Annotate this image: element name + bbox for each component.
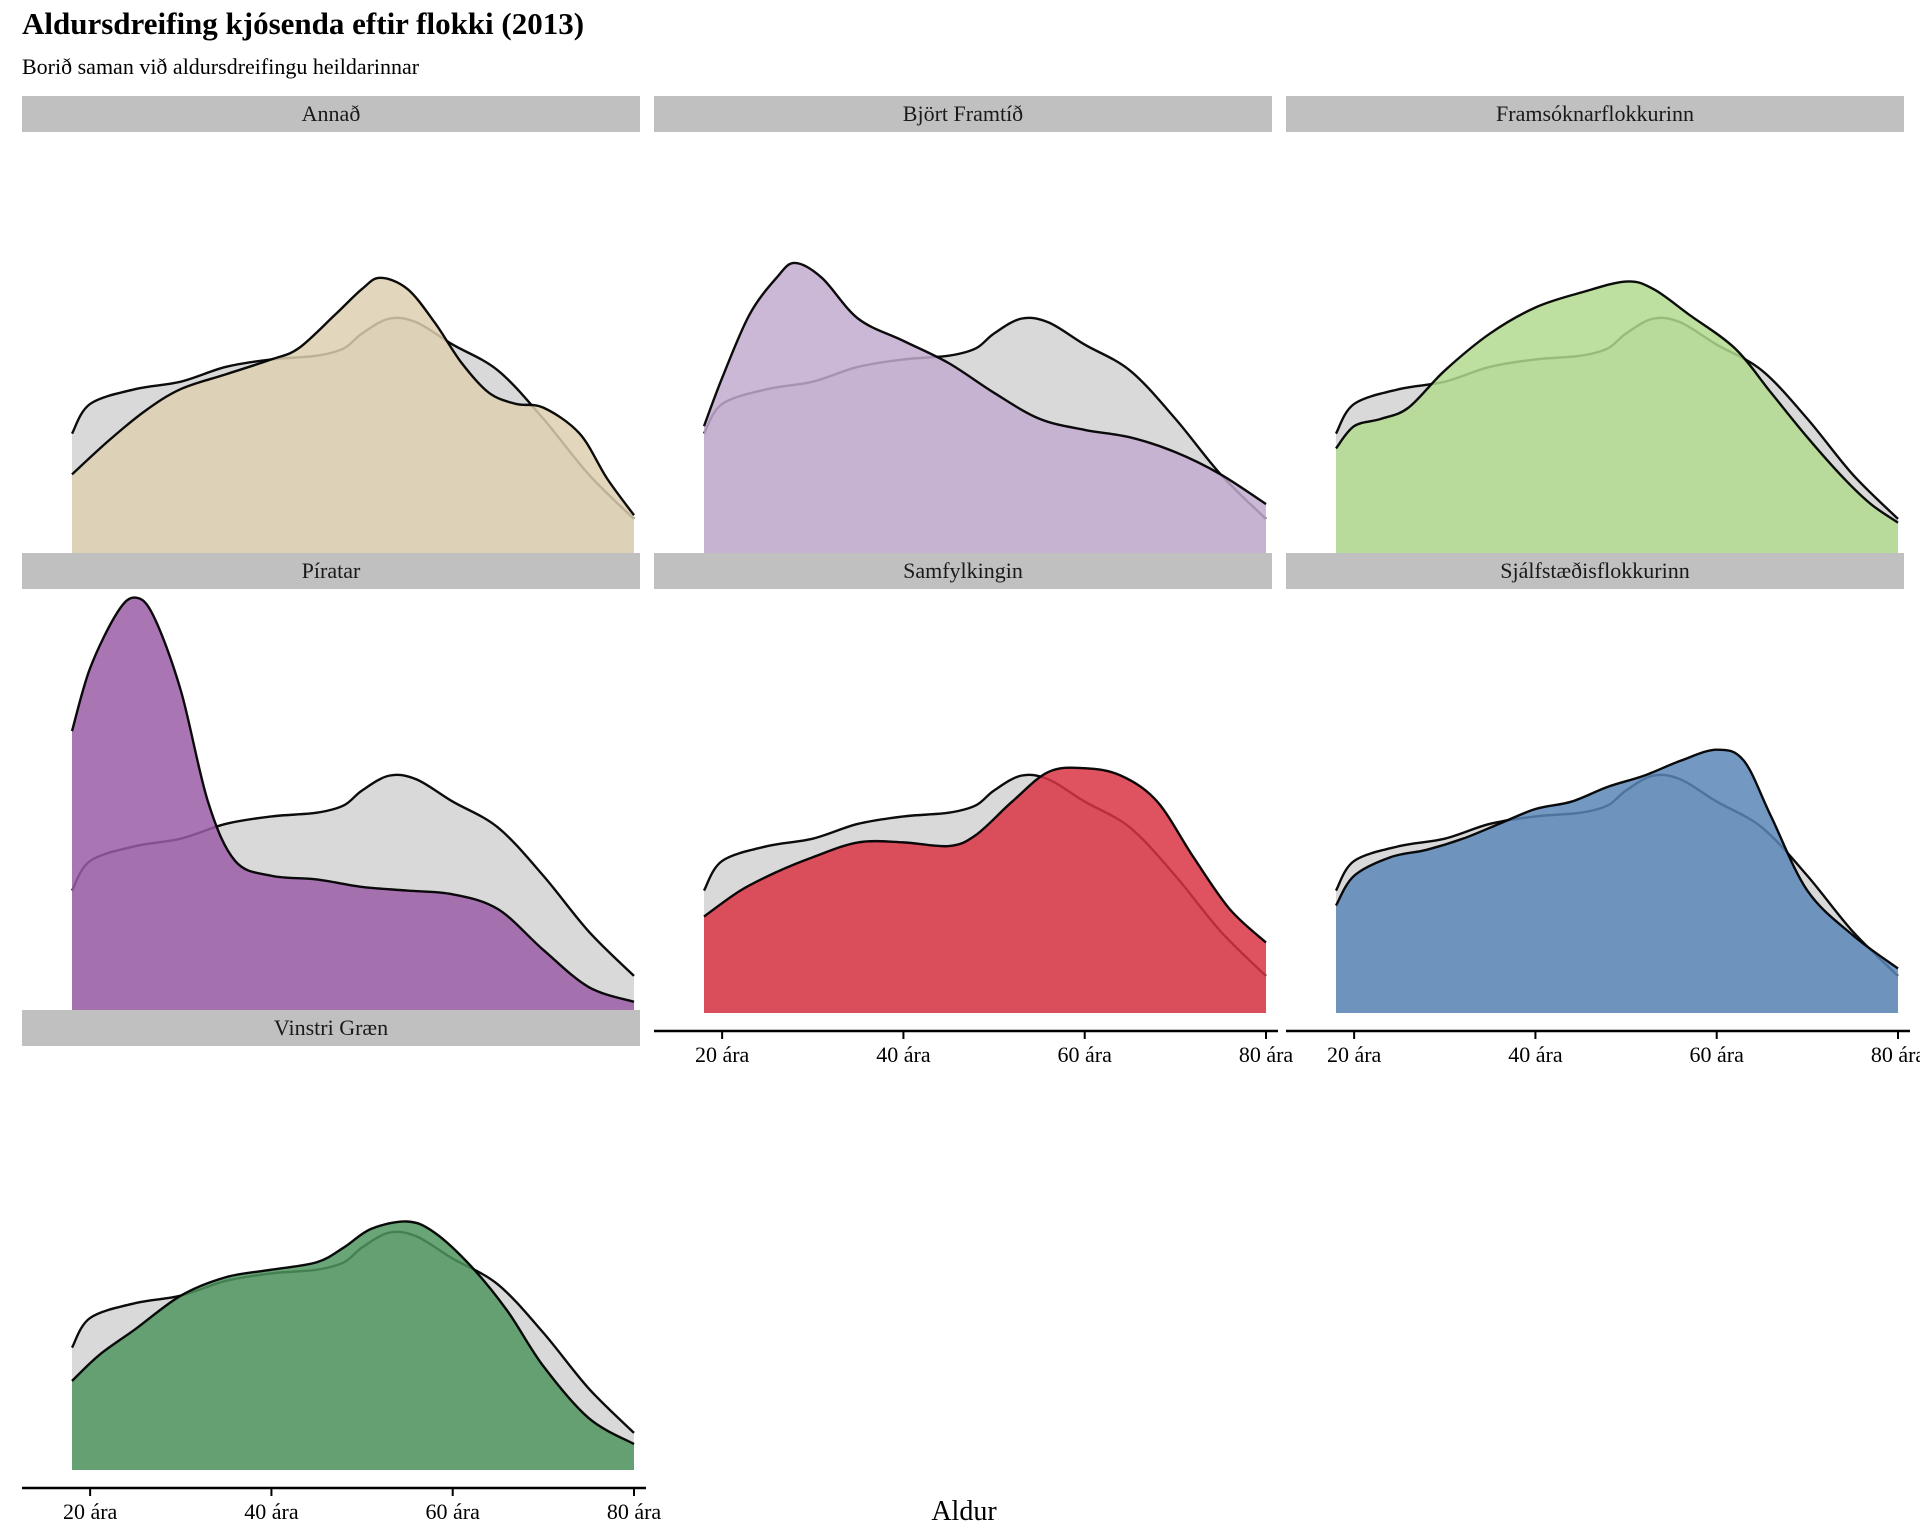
x-tick-label: 80 ára <box>1871 1042 1920 1067</box>
chart-subtitle: Borið saman við aldursdreifingu heildari… <box>22 54 420 79</box>
x-tick-label: 40 ára <box>1508 1042 1563 1067</box>
facet-strip <box>22 553 640 589</box>
facet-annad: Annað <box>22 96 640 556</box>
facet-strip-label: Samfylkingin <box>903 558 1023 583</box>
x-tick-label: 80 ára <box>1239 1042 1294 1067</box>
facet-bjort-framtid: Björt Framtíð <box>654 96 1272 556</box>
chart-title: Aldursdreifing kjósenda eftir flokki (20… <box>22 6 585 41</box>
x-tick-label: 20 ára <box>63 1499 118 1524</box>
x-tick-label: 20 ára <box>695 1042 750 1067</box>
party-density-area <box>1336 749 1898 1013</box>
party-density-line <box>703 766 1267 944</box>
facet-strip <box>22 96 640 132</box>
x-tick-label: 60 ára <box>1690 1042 1745 1067</box>
x-tick-label: 40 ára <box>876 1042 931 1067</box>
party-density-line <box>1335 280 1899 524</box>
x-tick-label: 40 ára <box>244 1499 299 1524</box>
party-density-line <box>71 1220 635 1446</box>
facet-strip-label: Björt Framtíð <box>903 101 1023 126</box>
facet-strip-label: Sjálfstæðisflokkurinn <box>1500 558 1689 583</box>
facet-strip <box>1286 553 1904 589</box>
facet-sjalfstaedisflokkurinn: Sjálfstæðisflokkurinn 20 ára 40 ára 60 ára 8… <box>1286 553 1920 1067</box>
facet-framsoknarflokkurinn: Framsóknarflokkurinn <box>1286 96 1904 556</box>
party-density-area <box>72 277 634 556</box>
party-density-line <box>70 596 635 1004</box>
x-axis-title: Aldur <box>931 1496 997 1527</box>
facet-piratar: Píratar <box>22 553 640 1013</box>
party-density-line <box>71 276 635 516</box>
x-tick-label: 60 ára <box>426 1499 481 1524</box>
party-density-area <box>704 767 1266 1013</box>
party-density-area <box>704 262 1266 556</box>
facet-strip <box>1286 96 1904 132</box>
facet-strip-label: Annað <box>302 101 361 126</box>
facet-strip-label: Vinstri Græn <box>274 1015 388 1040</box>
x-tick-label: 80 ára <box>607 1499 662 1524</box>
party-density-area <box>1336 281 1898 556</box>
party-density-line <box>702 261 1267 506</box>
facet-strip-label: Framsóknarflokkurinn <box>1496 101 1694 126</box>
party-density-area <box>72 1221 634 1470</box>
party-density-area <box>72 597 634 1013</box>
party-density-line <box>1334 748 1899 970</box>
facet-vinstri-graen: Vinstri Græn 20 ára 40 ára 60 ára 80 ára <box>22 1010 661 1524</box>
facet-strip <box>654 96 1272 132</box>
facet-strip <box>654 553 1272 589</box>
facet-samfylkingin: Samfylkingin 20 ára 40 ára 60 ára 80 ára <box>654 553 1293 1067</box>
x-tick-label: 60 ára <box>1058 1042 1113 1067</box>
facet-strip-label: Píratar <box>302 558 361 583</box>
x-tick-label: 20 ára <box>1327 1042 1382 1067</box>
facet-strip <box>22 1010 640 1046</box>
